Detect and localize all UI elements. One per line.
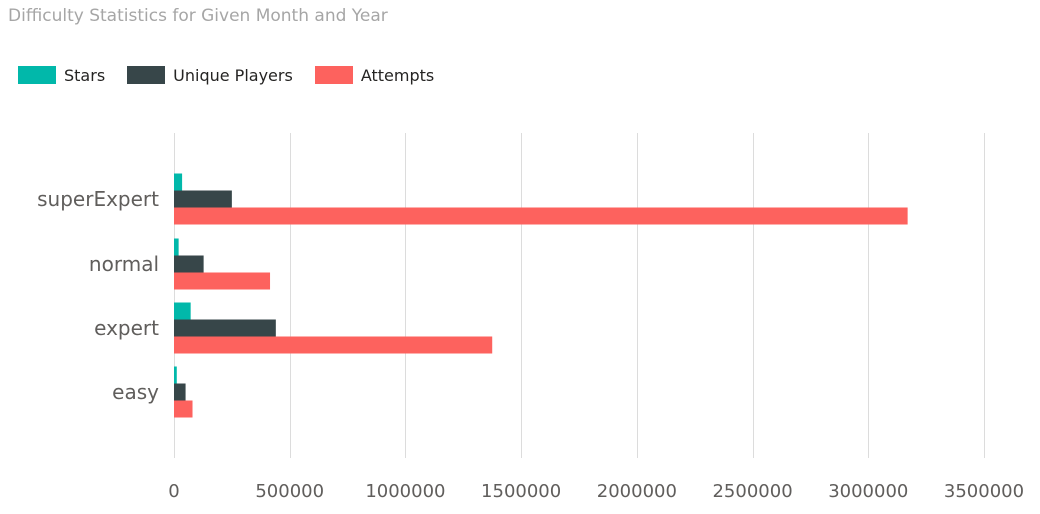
- x-tick-label: 3000000: [828, 481, 908, 502]
- category-label: expert: [94, 316, 159, 340]
- bar-stars-superExpert[interactable]: [174, 173, 183, 191]
- legend-label-stars: Stars: [64, 65, 106, 85]
- category-label: normal: [89, 252, 159, 276]
- category-label: superExpert: [37, 187, 159, 211]
- bar-unique-players-easy[interactable]: [174, 383, 186, 401]
- bar-attempts-expert[interactable]: [174, 336, 493, 354]
- legend-item-unique-players[interactable]: Unique Players: [127, 66, 293, 85]
- bar-stars-normal[interactable]: [174, 238, 179, 256]
- x-tick-label: 2500000: [712, 481, 792, 502]
- legend-swatch-stars: [18, 66, 56, 84]
- bar-unique-players-superExpert[interactable]: [174, 190, 232, 208]
- bar-unique-players-expert[interactable]: [174, 319, 276, 337]
- x-tick-label: 500000: [255, 481, 324, 502]
- chart-title: Difficulty Statistics for Given Month an…: [8, 6, 388, 26]
- legend: Stars Unique Players Attempts: [18, 63, 456, 87]
- bar-stars-easy[interactable]: [174, 366, 177, 384]
- bar-attempts-easy[interactable]: [174, 400, 193, 418]
- bar-attempts-superExpert[interactable]: [174, 207, 908, 225]
- x-tick-label: 1500000: [481, 481, 561, 502]
- x-tick-label: 3500000: [944, 481, 1024, 502]
- bar-stars-expert[interactable]: [174, 302, 191, 320]
- category-label: easy: [112, 380, 159, 404]
- x-tick-label: 1000000: [365, 481, 445, 502]
- legend-label-unique-players: Unique Players: [173, 65, 293, 85]
- category-labels: superExpert normal expert easy: [37, 187, 159, 404]
- legend-swatch-unique-players: [127, 66, 166, 84]
- x-tick-label: 0: [168, 481, 179, 502]
- x-tick-label: 2000000: [597, 481, 677, 502]
- legend-label-attempts: Attempts: [360, 65, 435, 85]
- legend-swatch-attempts: [314, 66, 353, 84]
- bar-unique-players-normal[interactable]: [174, 255, 204, 273]
- x-axis-ticks: 0 500000 1000000 1500000 2000000 2500000 30000…: [168, 481, 1024, 502]
- bars: [174, 173, 908, 418]
- gridlines: [174, 133, 985, 458]
- legend-item-stars[interactable]: Stars: [18, 66, 105, 85]
- bar-attempts-normal[interactable]: [174, 272, 271, 290]
- legend-item-attempts[interactable]: Attempts: [314, 65, 435, 85]
